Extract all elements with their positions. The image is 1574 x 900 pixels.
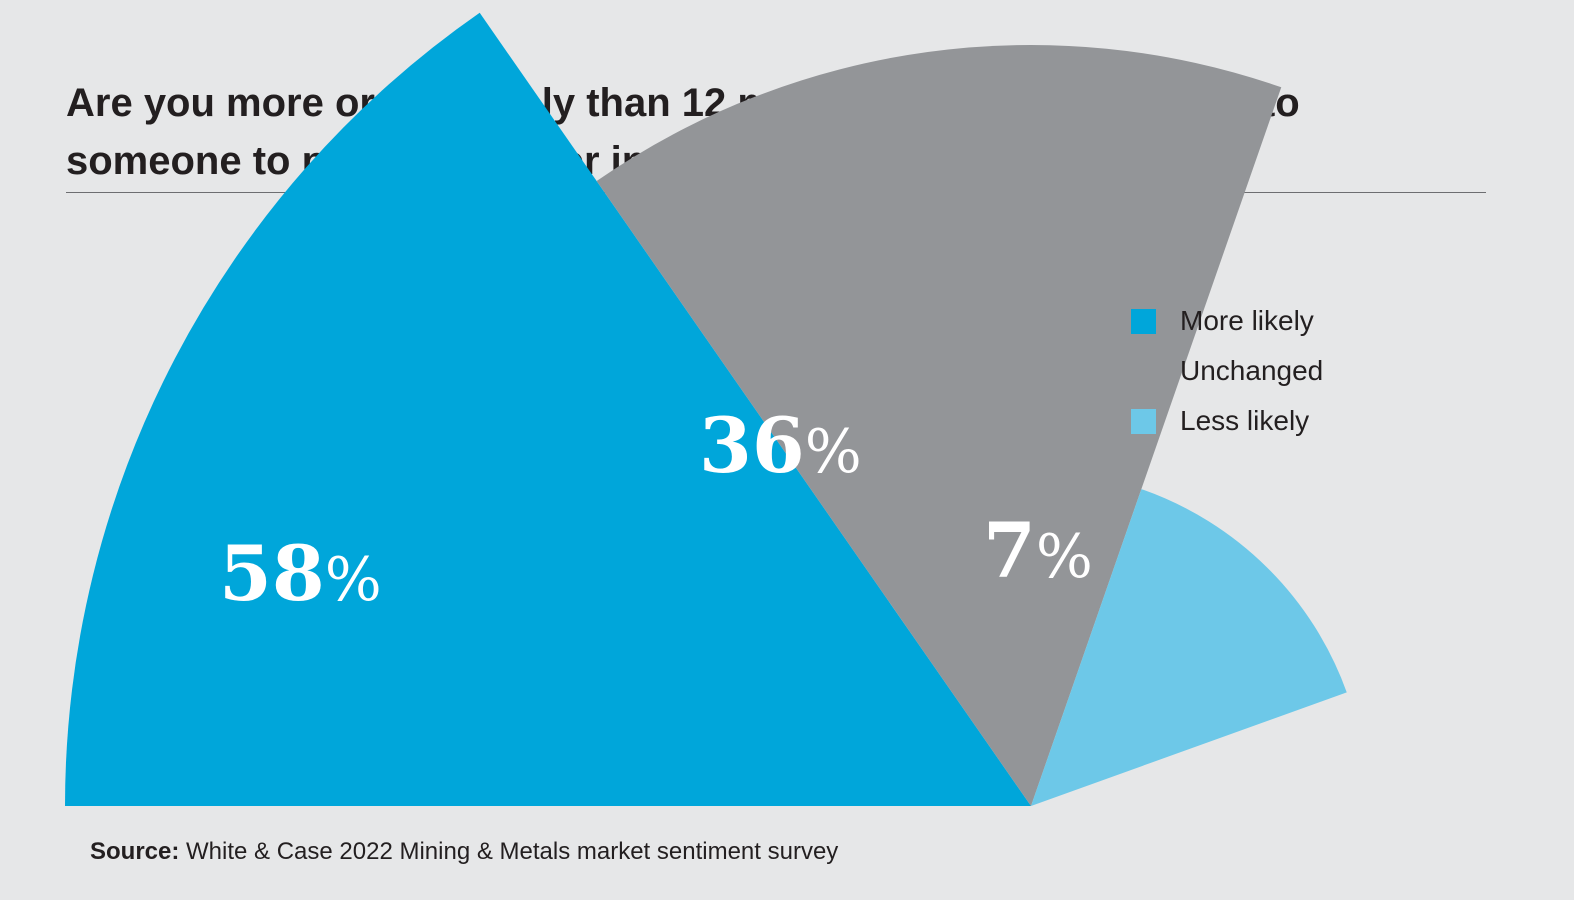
source-note: Source: White & Case 2022 Mining & Metal… bbox=[90, 838, 838, 866]
legend-item-more-likely: More likely bbox=[1131, 296, 1323, 346]
legend-swatch-unchanged bbox=[1131, 358, 1156, 384]
legend-item-less-likely: Less likely bbox=[1131, 396, 1323, 446]
data-label-percent-less-likely: % bbox=[1036, 522, 1093, 592]
slice-less-likely bbox=[1031, 489, 1347, 806]
chart-legend: More likely Unchanged Less likely bbox=[1131, 296, 1323, 446]
data-label-percent-more-likely: % bbox=[325, 545, 382, 615]
slice-unchanged bbox=[596, 44, 1282, 806]
source-text: White & Case 2022 Mining & Metals market… bbox=[186, 838, 839, 865]
legend-item-unchanged: Unchanged bbox=[1131, 346, 1323, 396]
data-label-percent-unchanged: % bbox=[805, 417, 862, 487]
slice-more-likely bbox=[65, 12, 1031, 806]
data-label-value-less-likely: 7 bbox=[983, 506, 1036, 595]
data-label-less-likely: 7% bbox=[983, 506, 1093, 595]
source-label: Source: bbox=[90, 838, 180, 865]
legend-swatch-more-likely bbox=[1131, 308, 1156, 334]
data-label-more-likely: 58% bbox=[219, 529, 382, 618]
legend-swatch-less-likely bbox=[1131, 408, 1156, 434]
data-label-unchanged: 36% bbox=[699, 401, 862, 490]
legend-label-more-likely: More likely bbox=[1180, 305, 1314, 336]
data-label-value-more-likely: 58 bbox=[219, 529, 325, 618]
legend-label-unchanged: Unchanged bbox=[1180, 355, 1324, 386]
data-label-value-unchanged: 36 bbox=[699, 401, 805, 490]
legend-label-less-likely: Less likely bbox=[1180, 405, 1310, 436]
